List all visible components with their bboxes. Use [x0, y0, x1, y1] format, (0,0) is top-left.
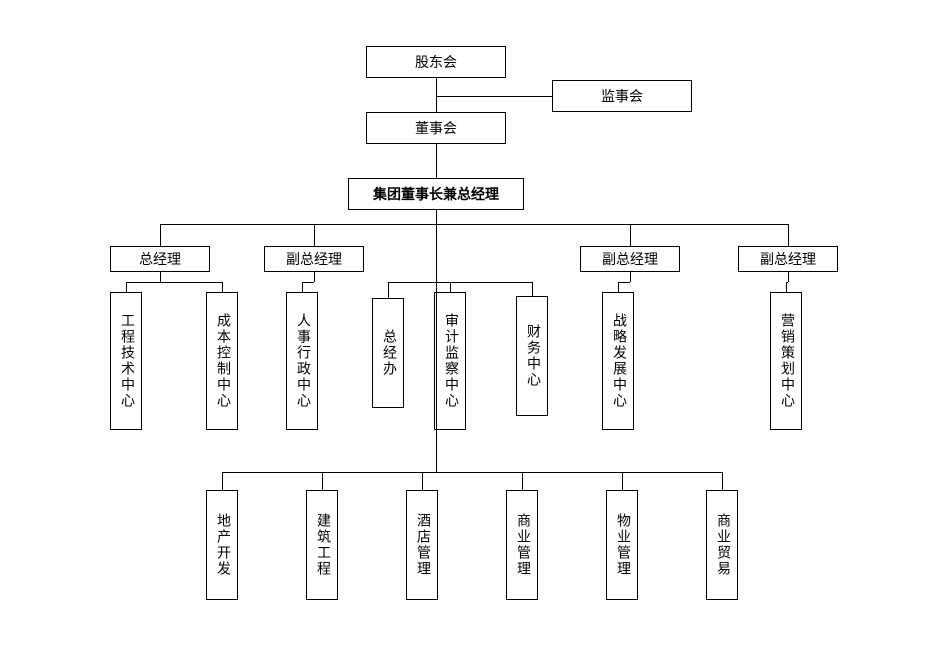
connector — [786, 282, 787, 292]
connector — [126, 282, 222, 283]
node-chairman: 集团董事长兼总经理 — [348, 178, 524, 210]
connector — [222, 282, 223, 292]
business-3: 商业管理 — [506, 490, 538, 600]
center-1: 成本控制中心 — [206, 292, 238, 430]
connector — [436, 210, 437, 224]
business-0: 地产开发 — [206, 490, 238, 600]
manager-1: 副总经理 — [264, 246, 364, 272]
connector — [788, 272, 789, 282]
connector — [222, 472, 223, 490]
connector — [436, 282, 437, 472]
connector — [618, 282, 630, 283]
manager-0: 总经理 — [110, 246, 210, 272]
connector — [314, 272, 315, 282]
connector — [622, 472, 623, 490]
business-2: 酒店管理 — [406, 490, 438, 600]
center-2: 人事行政中心 — [286, 292, 318, 430]
connector — [630, 224, 631, 246]
connector — [160, 272, 161, 282]
manager-3: 副总经理 — [738, 246, 838, 272]
center-5: 财务中心 — [516, 296, 548, 416]
manager-2: 副总经理 — [580, 246, 680, 272]
node-shareholders: 股东会 — [366, 46, 506, 78]
connector — [126, 282, 127, 292]
connector — [618, 282, 619, 292]
connector — [436, 96, 552, 97]
connector — [322, 472, 323, 490]
center-6: 战略发展中心 — [602, 292, 634, 430]
business-4: 物业管理 — [606, 490, 638, 600]
center-3: 总经办 — [372, 298, 404, 408]
connector — [522, 472, 523, 490]
connector — [436, 78, 437, 112]
connector — [302, 282, 303, 292]
connector — [388, 282, 532, 283]
connector — [788, 224, 789, 246]
center-7: 营销策划中心 — [770, 292, 802, 430]
connector — [722, 472, 723, 490]
node-supervisors: 监事会 — [552, 80, 692, 112]
connector — [160, 224, 788, 225]
connector — [222, 472, 722, 473]
node-board: 董事会 — [366, 112, 506, 144]
connector — [160, 224, 161, 246]
connector — [630, 272, 631, 282]
connector — [436, 224, 437, 282]
connector — [314, 224, 315, 246]
connector — [422, 472, 423, 490]
center-4: 审计监察中心 — [434, 292, 466, 430]
business-5: 商业贸易 — [706, 490, 738, 600]
business-1: 建筑工程 — [306, 490, 338, 600]
connector — [388, 282, 389, 298]
connector — [450, 282, 451, 292]
connector — [436, 144, 437, 178]
connector — [532, 282, 533, 296]
center-0: 工程技术中心 — [110, 292, 142, 430]
connector — [302, 282, 314, 283]
